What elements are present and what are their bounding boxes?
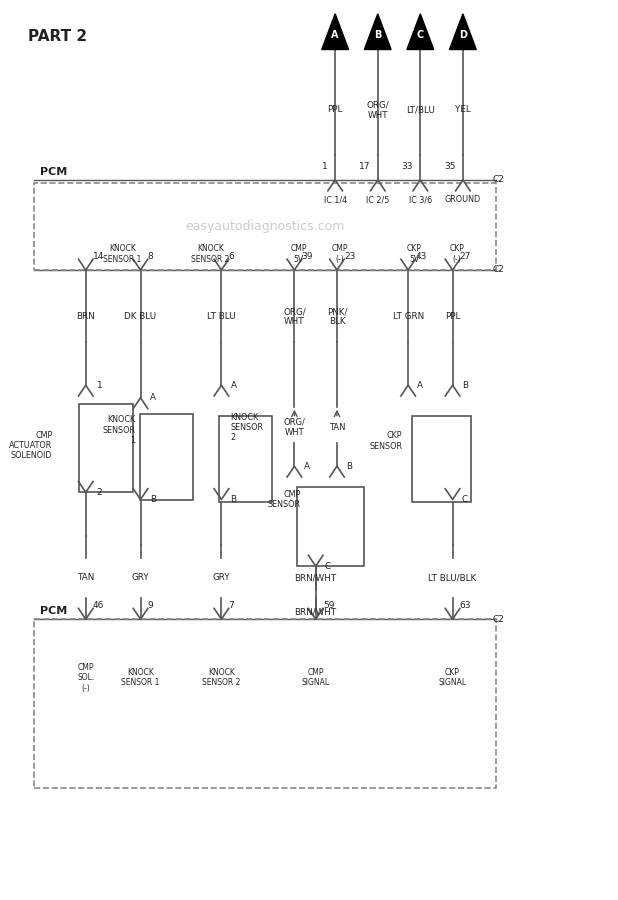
Text: B: B <box>374 30 381 40</box>
Text: CKP
SENSOR: CKP SENSOR <box>369 431 402 451</box>
Text: BRN/WHT: BRN/WHT <box>295 573 337 582</box>
Text: D: D <box>459 30 467 40</box>
Text: PCM: PCM <box>40 167 67 177</box>
FancyBboxPatch shape <box>140 414 193 500</box>
Text: CMP
(-): CMP (-) <box>331 244 348 264</box>
FancyBboxPatch shape <box>219 416 273 502</box>
Text: PNK/
BLK: PNK/ BLK <box>327 307 347 327</box>
Text: 14: 14 <box>93 252 104 261</box>
Text: ORG/
WHT: ORG/ WHT <box>283 307 306 327</box>
Text: 39: 39 <box>302 252 313 261</box>
Text: KNOCK
SENSOR 2: KNOCK SENSOR 2 <box>191 244 230 264</box>
Text: LT GRN: LT GRN <box>392 312 424 321</box>
Text: BRN: BRN <box>77 312 95 321</box>
Text: KNOCK
SENSOR 2: KNOCK SENSOR 2 <box>202 668 240 688</box>
Text: GRY: GRY <box>213 573 231 582</box>
Text: CMP
5V: CMP 5V <box>290 244 307 264</box>
Text: IC 2/5: IC 2/5 <box>366 195 389 204</box>
Text: TAN: TAN <box>329 423 345 432</box>
Text: C2: C2 <box>492 266 504 274</box>
Text: KNOCK
SENSOR 1: KNOCK SENSOR 1 <box>121 668 159 688</box>
Text: A: A <box>303 462 310 471</box>
Text: C: C <box>462 495 468 504</box>
Text: CMP
ACTUATOR
SOLENOID: CMP ACTUATOR SOLENOID <box>9 430 53 461</box>
Polygon shape <box>407 14 434 50</box>
Text: 7: 7 <box>229 601 234 610</box>
Text: B: B <box>231 495 237 504</box>
Text: 17: 17 <box>359 162 370 171</box>
Text: 33: 33 <box>402 162 413 171</box>
Text: C: C <box>325 562 331 571</box>
Text: 2: 2 <box>96 488 103 497</box>
Text: C: C <box>417 30 424 40</box>
Text: 27: 27 <box>460 252 471 261</box>
Text: ORG/
WHT: ORG/ WHT <box>366 100 389 120</box>
Text: 1: 1 <box>96 381 103 390</box>
Text: IC 1/4: IC 1/4 <box>324 195 347 204</box>
Text: 23: 23 <box>344 252 355 261</box>
Text: 35: 35 <box>444 162 455 171</box>
Text: KNOCK
SENSOR 1: KNOCK SENSOR 1 <box>103 244 142 264</box>
Text: CKP
(-): CKP (-) <box>449 244 464 264</box>
Text: A: A <box>417 381 423 390</box>
Text: IC 3/6: IC 3/6 <box>408 195 432 204</box>
Text: B: B <box>346 462 352 471</box>
Text: KNOCK
SENSOR
1: KNOCK SENSOR 1 <box>103 415 135 446</box>
Text: PPL: PPL <box>328 105 343 114</box>
Polygon shape <box>365 14 391 50</box>
Text: CMP
SIGNAL: CMP SIGNAL <box>302 668 330 688</box>
Text: easyautodiagnostics.com: easyautodiagnostics.com <box>185 220 345 233</box>
Text: BRN/WHT: BRN/WHT <box>295 608 337 616</box>
Text: LT BLU: LT BLU <box>207 312 235 321</box>
Text: GRY: GRY <box>132 573 150 582</box>
Text: LT/BLU: LT/BLU <box>406 105 434 114</box>
FancyBboxPatch shape <box>297 487 365 566</box>
Text: 59: 59 <box>323 601 334 610</box>
Text: ORG/
WHT: ORG/ WHT <box>284 418 305 437</box>
Text: YEL: YEL <box>455 105 471 114</box>
FancyBboxPatch shape <box>79 404 133 492</box>
Text: 43: 43 <box>415 252 427 261</box>
Text: LT BLU/BLK: LT BLU/BLK <box>428 573 476 582</box>
Text: B: B <box>150 495 156 504</box>
Text: CMP
SENSOR: CMP SENSOR <box>268 490 300 509</box>
Polygon shape <box>449 14 476 50</box>
Text: PCM: PCM <box>40 606 67 616</box>
Text: 6: 6 <box>229 252 234 261</box>
Text: TAN: TAN <box>77 573 95 582</box>
Text: 63: 63 <box>460 601 472 610</box>
Text: A: A <box>150 393 156 402</box>
Text: A: A <box>231 381 237 390</box>
Text: 46: 46 <box>93 601 104 610</box>
Text: CKP
5V: CKP 5V <box>407 244 421 264</box>
Text: GROUND: GROUND <box>445 195 481 204</box>
Text: C2: C2 <box>492 615 504 624</box>
Text: KNOCK
SENSOR
2: KNOCK SENSOR 2 <box>231 412 263 443</box>
Text: 8: 8 <box>148 252 153 261</box>
Text: CMP
SOL.
(-): CMP SOL. (-) <box>77 662 95 693</box>
Text: 1: 1 <box>322 162 328 171</box>
Text: PPL: PPL <box>445 312 460 321</box>
Text: CKP
SIGNAL: CKP SIGNAL <box>439 668 467 688</box>
Text: A: A <box>331 30 339 40</box>
Text: DK BLU: DK BLU <box>124 312 156 321</box>
Text: B: B <box>462 381 468 390</box>
Polygon shape <box>322 14 349 50</box>
Text: PART 2: PART 2 <box>28 29 87 44</box>
Text: C2: C2 <box>492 176 504 184</box>
Text: 9: 9 <box>148 601 153 610</box>
FancyBboxPatch shape <box>412 416 472 502</box>
